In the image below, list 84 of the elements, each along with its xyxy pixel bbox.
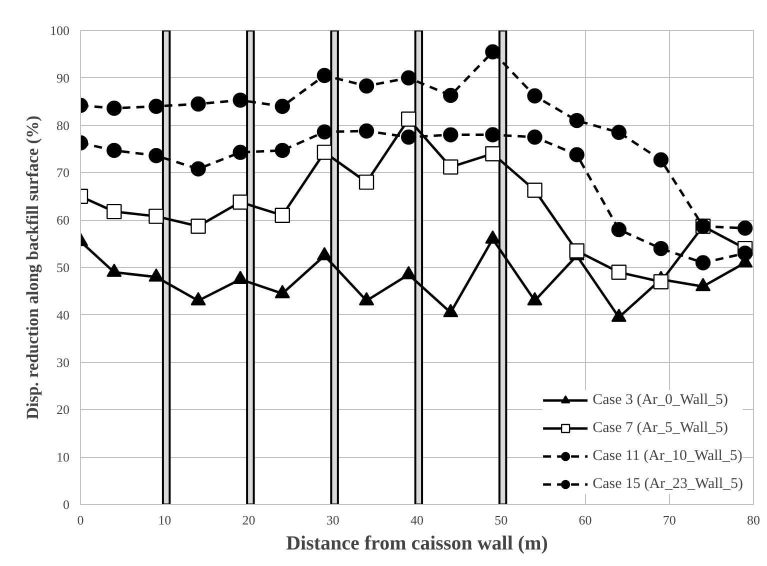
point — [148, 148, 164, 164]
point — [527, 88, 542, 104]
point — [569, 147, 584, 162]
x-tick-label: 60 — [578, 512, 592, 528]
point — [443, 88, 458, 104]
legend-label: Case 7 (Ar_5_Wall_5) — [592, 420, 728, 436]
point — [148, 268, 164, 282]
point — [106, 100, 122, 116]
y-tick-label: 50 — [56, 260, 70, 275]
point — [106, 142, 122, 158]
point — [485, 44, 500, 60]
point — [569, 243, 584, 259]
y-tick-label: 90 — [56, 70, 70, 86]
y-tick-label: 0 — [63, 497, 70, 512]
point — [274, 98, 290, 114]
point — [527, 292, 542, 306]
y-axis-title: Disp. reduction along backfill surface (%) — [23, 116, 42, 420]
point — [232, 92, 248, 108]
point — [106, 264, 122, 277]
legend-label: Case 3 (Ar_0_Wall_5) — [592, 392, 728, 408]
x-tick-label: 50 — [494, 512, 508, 528]
x-tick-label: 20 — [242, 512, 256, 528]
y-tick-label: 40 — [56, 307, 70, 322]
point — [190, 292, 206, 306]
legend-label: Case 11 (Ar_10_Wall_5) — [592, 448, 742, 464]
point — [400, 266, 416, 280]
point — [737, 246, 753, 261]
x-tick-label: 80 — [747, 512, 760, 528]
point — [190, 161, 206, 176]
point — [527, 130, 542, 145]
y-tick-label: 30 — [56, 354, 70, 370]
point — [653, 274, 669, 290]
point — [274, 208, 290, 223]
point — [611, 264, 626, 280]
point — [611, 124, 626, 140]
point — [274, 284, 290, 298]
point — [316, 144, 332, 160]
legend-label: Case 15 (Ar_23_Wall_5) — [592, 476, 743, 492]
point — [358, 123, 374, 139]
x-tick-label: 30 — [326, 512, 340, 528]
y-tick-label: 20 — [56, 402, 70, 418]
point — [400, 112, 416, 127]
x-tick-label: 0 — [77, 512, 84, 528]
point — [358, 292, 374, 306]
point — [695, 278, 711, 292]
point — [148, 208, 164, 224]
point — [611, 308, 626, 322]
y-tick-label: 70 — [56, 165, 70, 180]
point — [190, 96, 206, 112]
point — [611, 222, 626, 238]
point — [569, 112, 584, 128]
point — [358, 174, 374, 190]
y-tick-label: 80 — [56, 118, 70, 133]
x-tick-label: 10 — [158, 512, 172, 528]
point — [400, 70, 416, 86]
point — [737, 220, 753, 236]
point — [485, 127, 500, 142]
point — [316, 246, 332, 260]
point — [316, 124, 332, 140]
x-tick-label: 40 — [410, 512, 424, 528]
point — [485, 230, 500, 244]
y-tick-label: 60 — [56, 212, 70, 228]
point — [358, 78, 374, 94]
point — [274, 142, 290, 158]
y-tick-label: 10 — [56, 450, 70, 465]
point — [400, 130, 416, 145]
point — [106, 204, 122, 220]
x-tick-label: 70 — [662, 512, 676, 528]
point — [232, 270, 248, 284]
point — [653, 240, 669, 256]
y-tick-label: 100 — [50, 23, 70, 38]
point — [232, 144, 248, 160]
point — [443, 304, 458, 318]
point — [443, 127, 458, 142]
point — [316, 68, 332, 84]
point — [190, 218, 206, 234]
point — [232, 194, 248, 210]
point — [695, 255, 711, 270]
point — [443, 159, 458, 175]
point — [485, 146, 500, 162]
point — [653, 152, 669, 168]
point — [527, 182, 542, 198]
point — [148, 98, 164, 114]
x-axis-title: Distance from caisson wall (m) — [286, 532, 548, 554]
